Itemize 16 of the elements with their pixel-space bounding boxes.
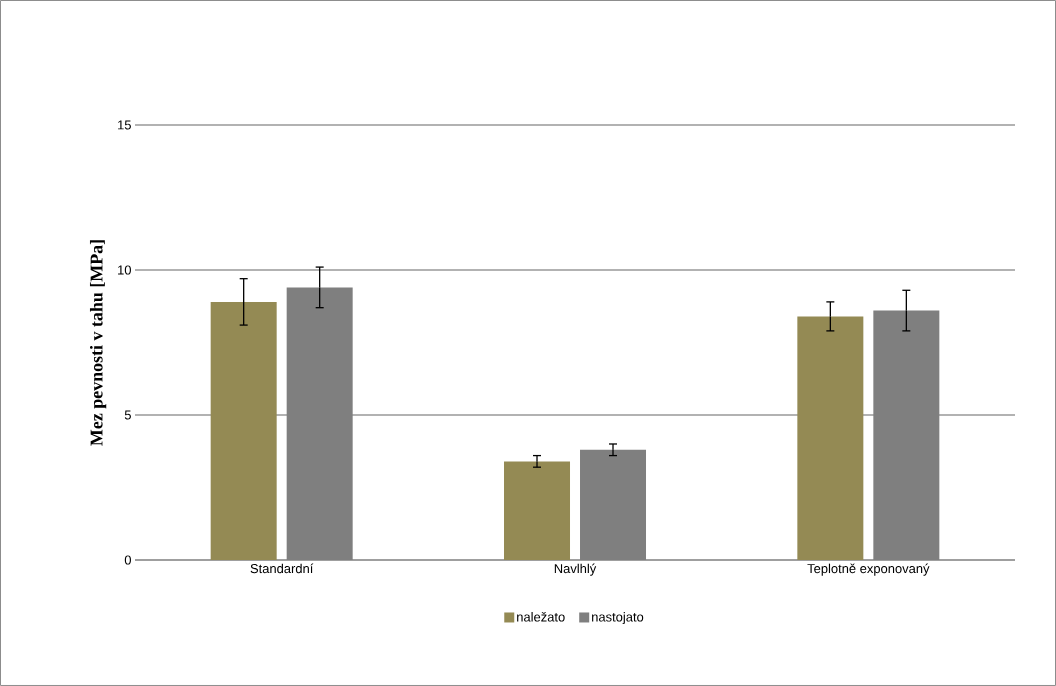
x-tick-label: Standardní (250, 563, 314, 574)
bar (797, 316, 864, 560)
bar (210, 301, 277, 560)
y-tick-label: 0 (124, 555, 131, 565)
bar (504, 461, 571, 560)
legend-label: naležato (517, 612, 565, 622)
bar (580, 449, 647, 560)
x-tick-label: Navlhlý (554, 563, 597, 576)
y-tick-label: 15 (118, 120, 131, 130)
bar (286, 287, 353, 560)
y-tick-label: 5 (124, 410, 131, 420)
y-axis-title: Mez pevnosti v tahu [MPa] (89, 240, 107, 446)
bar (873, 310, 940, 560)
x-tick-label: Teplotně exponovaný (807, 563, 930, 576)
legend-label: nastojato (592, 612, 644, 625)
y-tick-label: 10 (118, 265, 131, 275)
